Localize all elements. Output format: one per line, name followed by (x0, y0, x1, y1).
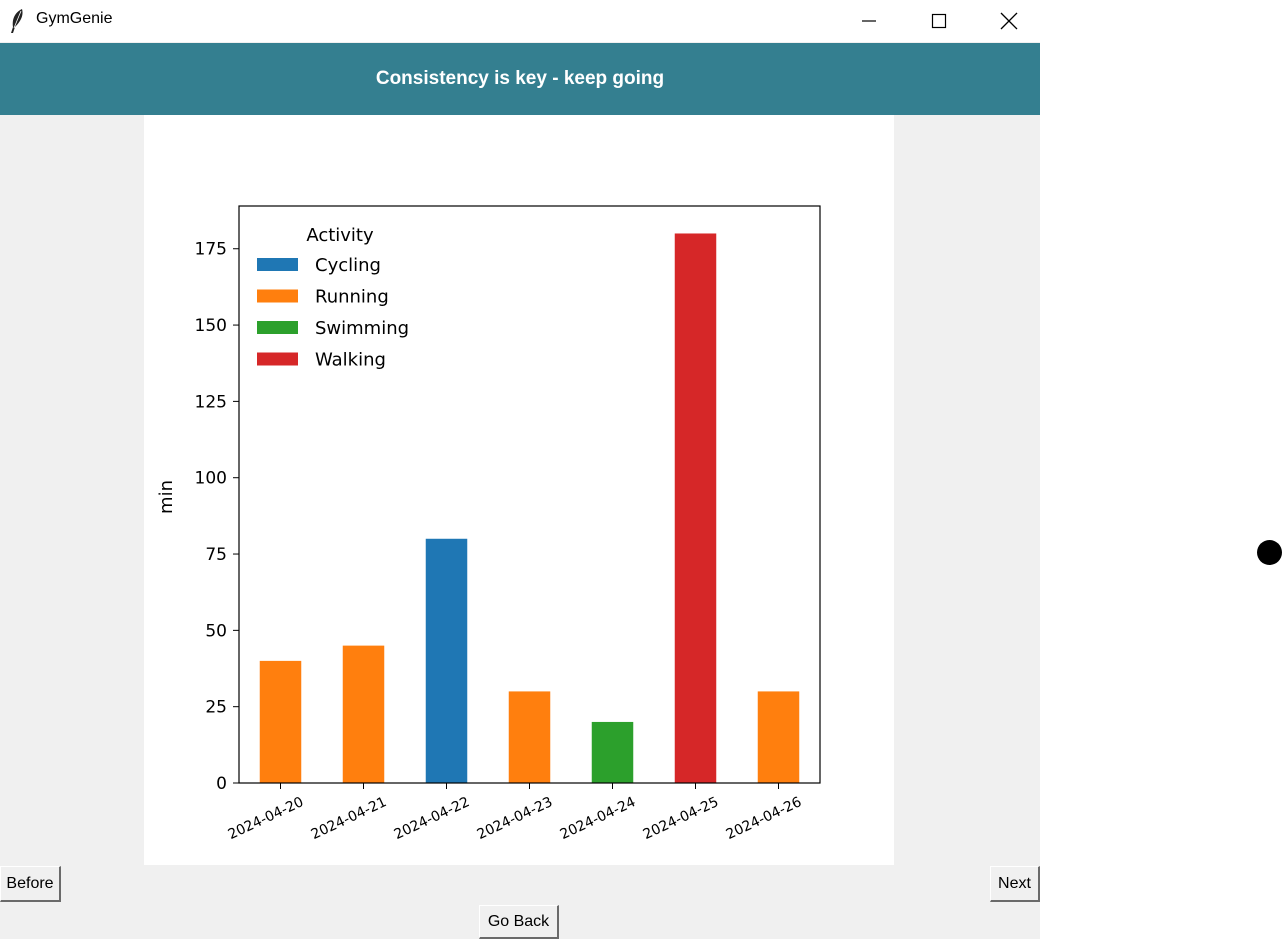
legend-swatch-walking (257, 352, 298, 366)
legend-title: Activity (306, 225, 374, 246)
chart-panel: 0 25 50 75 100 125 150 175 2024-04-20 2024-04-21… (144, 115, 894, 865)
y-tick-label: 75 (205, 545, 227, 565)
legend-label-walking: Walking (315, 350, 386, 371)
maximize-button[interactable] (904, 0, 974, 42)
bar-2024-04-22 (425, 538, 468, 783)
x-tick-label: 2024-04-23 (475, 794, 556, 843)
legend-swatch-cycling (257, 258, 298, 271)
minimize-icon (862, 20, 876, 22)
bar-2024-04-23 (508, 691, 551, 783)
y-tick-label: 175 (195, 240, 227, 260)
motivation-text: Consistency is key - keep going (375, 68, 665, 89)
x-tick-label: 2024-04-24 (558, 794, 639, 843)
window-title: GymGenie (36, 10, 113, 27)
app-window: GymGenie Consistency is key - keep going… (0, 0, 1040, 939)
legend-swatch-running (257, 289, 298, 303)
bar-2024-04-26 (757, 691, 800, 783)
y-tick-label: 100 (195, 469, 227, 489)
maximize-icon (931, 13, 947, 29)
legend-label-cycling: Cycling (315, 255, 381, 276)
x-tick-label: 2024-04-25 (641, 794, 722, 843)
legend-label-swimming: Swimming (315, 318, 409, 339)
bar-2024-04-21 (342, 645, 385, 783)
legend: Activity Cycling Running Swimming Walking (257, 225, 409, 371)
x-tick-label: 2024-04-22 (392, 794, 473, 843)
close-icon (1000, 12, 1018, 30)
legend-label-running: Running (315, 287, 389, 308)
title-bar: GymGenie (0, 0, 1040, 42)
bar-2024-04-25 (674, 233, 717, 783)
x-tick-label: 2024-04-26 (724, 794, 805, 843)
y-tick-label: 0 (216, 774, 227, 794)
close-button[interactable] (974, 0, 1044, 42)
y-tick-label: 125 (195, 392, 227, 412)
y-tick-label: 25 (205, 698, 227, 718)
plot-frame (238, 205, 821, 784)
minimize-button[interactable] (834, 0, 904, 42)
bar-2024-04-20 (259, 660, 302, 783)
next-button[interactable]: Next (990, 866, 1040, 902)
cursor-dot (1257, 540, 1282, 565)
y-tick-label: 50 (205, 621, 227, 641)
x-tick-label: 2024-04-21 (309, 794, 390, 843)
y-tick-label: 150 (195, 316, 227, 336)
legend-swatch-swimming (257, 321, 298, 334)
activity-bar-chart: 0 25 50 75 100 125 150 175 2024-04-20 2024-04-21… (156, 205, 821, 843)
x-tick-label: 2024-04-20 (226, 794, 307, 843)
go-back-button[interactable]: Go Back (479, 905, 559, 939)
feather-icon (11, 9, 23, 33)
y-axis-label: min (156, 480, 177, 514)
bar-2024-04-24 (591, 721, 634, 783)
motivation-banner: Consistency is key - keep going (0, 43, 1040, 115)
before-button[interactable]: Before (0, 866, 61, 902)
